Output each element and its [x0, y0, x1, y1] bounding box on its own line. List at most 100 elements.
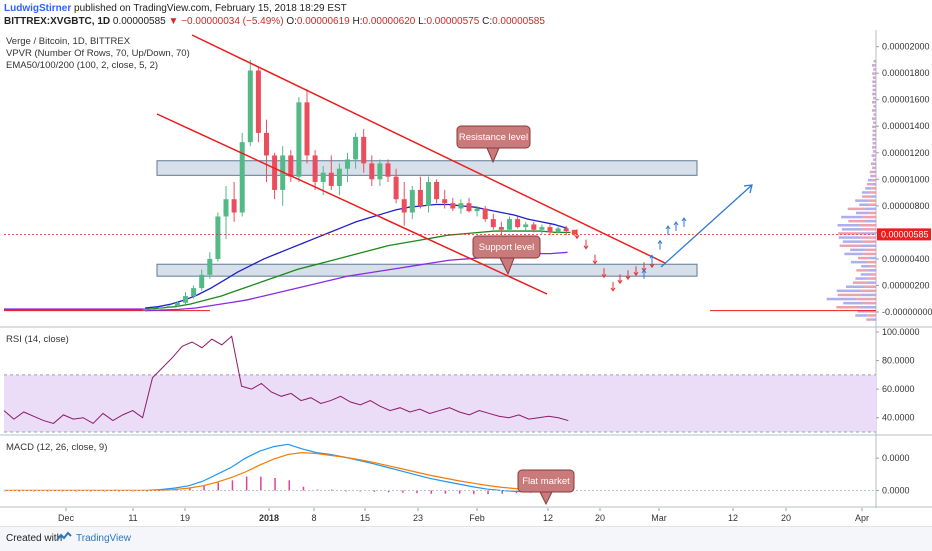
vpvr-bar-down	[862, 240, 876, 243]
author-link[interactable]: LudwigStirner	[4, 3, 72, 14]
macd-hist-bar	[260, 476, 262, 491]
vpvr-bar-down	[874, 154, 876, 157]
vpvr-bar-up	[872, 117, 875, 120]
vpvr-bar-up	[869, 170, 874, 174]
vpvr-bar-down	[874, 125, 876, 129]
vpvr-bar-down	[874, 92, 876, 96]
candle-body	[369, 163, 375, 180]
forecast-trend-arrowhead	[743, 184, 753, 194]
vpvr-bar-up	[836, 289, 861, 293]
support-callout: Support level	[472, 235, 541, 276]
ohlc-close-value: 0.00000585	[492, 16, 545, 27]
candle-body	[507, 219, 512, 230]
candle-body	[150, 308, 156, 310]
vpvr-bar-up	[872, 133, 875, 137]
candle-body	[393, 176, 399, 200]
time-tick-label: 12	[543, 513, 553, 523]
forecast-up-arrowhead	[673, 221, 679, 226]
vpvr-bar-down	[860, 224, 876, 227]
candle-body	[336, 168, 342, 186]
vpvr-bar-up	[872, 129, 875, 133]
support-zone	[156, 263, 698, 277]
vpvr-bar-down	[869, 273, 876, 276]
candle-body	[264, 132, 269, 156]
candle-body	[183, 296, 188, 303]
last-price: 0.00000585	[112, 16, 166, 27]
vpvr-bar-up	[838, 232, 861, 235]
macd-hist-bar	[387, 490, 390, 493]
vpvr-bar-down	[862, 215, 876, 219]
vpvr-bar-down	[874, 72, 876, 75]
rsi-tick-label: 100.0000	[882, 327, 920, 337]
candle-body	[482, 208, 488, 220]
vpvr-bar-up	[850, 248, 866, 252]
vpvr-bar-up	[852, 281, 867, 284]
vpvr-bar-down	[866, 281, 876, 284]
candle-body	[531, 224, 537, 230]
forecast-up-arrowhead	[681, 217, 687, 222]
macd-hist-bar	[245, 476, 248, 491]
candle-body	[385, 163, 391, 177]
time-tick-label: Feb	[469, 513, 485, 523]
candle-body	[255, 70, 261, 133]
published-text: published on TradingView.com, February 1…	[74, 3, 347, 14]
macd-hist-bar	[345, 490, 347, 492]
candle-body	[490, 219, 496, 228]
vpvr-bar-up	[871, 146, 875, 149]
vpvr-bar-up	[839, 244, 862, 247]
vpvr-bar-up	[855, 314, 868, 317]
candle-body	[215, 216, 221, 259]
vpvr-bar-up	[860, 273, 870, 276]
rsi-band	[4, 374, 876, 432]
vpvr-bar-down	[874, 113, 876, 116]
vpvr-bar-up	[861, 265, 871, 268]
vpvr-bar-down	[863, 252, 876, 256]
vpvr-bar-down	[864, 219, 876, 223]
vpvr-bar-down	[864, 207, 876, 211]
candle-body	[523, 224, 529, 228]
macd-hist-bar	[430, 490, 432, 494]
ohlc-high-key: H:	[352, 16, 363, 27]
macd-tick-label: 0.0000	[882, 453, 910, 463]
vpvr-bar-up	[841, 215, 863, 219]
vpvr-bar-up	[848, 219, 865, 223]
vpvr-bar-up	[872, 96, 875, 100]
resistance-zone	[156, 160, 698, 176]
price-tick-label: 0.00000400	[882, 254, 930, 264]
macd-hist-bar	[501, 490, 503, 494]
price-tick-label: 0.00001200	[882, 148, 930, 158]
candle-body	[353, 136, 359, 160]
vpvr-bar-down	[870, 265, 876, 268]
chart-canvas[interactable]: 0.00002000 0.00001800 0.00001600 0.00001400…	[0, 30, 932, 526]
resistance-callout-box	[456, 125, 531, 149]
ohlc-low-value: 0.00000575	[426, 16, 480, 27]
vpvr-bar-up	[872, 72, 875, 75]
candle-body	[466, 203, 472, 212]
macd-hist-bar	[444, 490, 447, 494]
vpvr-bar-up	[837, 224, 861, 227]
vpvr-bar-up	[872, 150, 875, 153]
candle-body	[409, 189, 415, 213]
price-tick-label: 0.00001400	[882, 121, 930, 131]
vpvr-bar-down	[862, 228, 876, 231]
macd-hist-bar	[274, 478, 276, 491]
macd-hist-bar	[402, 490, 404, 493]
flat-market-callout-pointer	[539, 491, 553, 506]
price-tick-label: -0.00000000	[882, 307, 932, 317]
resistance-callout-text: Resistance level	[459, 132, 528, 143]
vpvr-bar-up	[873, 105, 875, 108]
time-tick-label: 20	[781, 513, 791, 523]
vpvr-bar-down	[874, 68, 876, 71]
candle-body	[239, 142, 245, 213]
candle-body	[555, 228, 561, 233]
vpvr-bar-up	[838, 236, 862, 239]
time-tick-label: 11	[128, 513, 137, 523]
vpvr-bar-up	[866, 318, 873, 321]
forecast-up-arrowhead	[641, 268, 647, 274]
vpvr-bar-up	[844, 252, 864, 256]
vpvr-bar-up	[850, 260, 866, 264]
vpvr-bar-up	[870, 174, 874, 178]
vpvr-bar-down	[874, 150, 876, 153]
tradingview-brand[interactable]: TradingView	[76, 533, 132, 544]
candle-body	[563, 228, 569, 232]
